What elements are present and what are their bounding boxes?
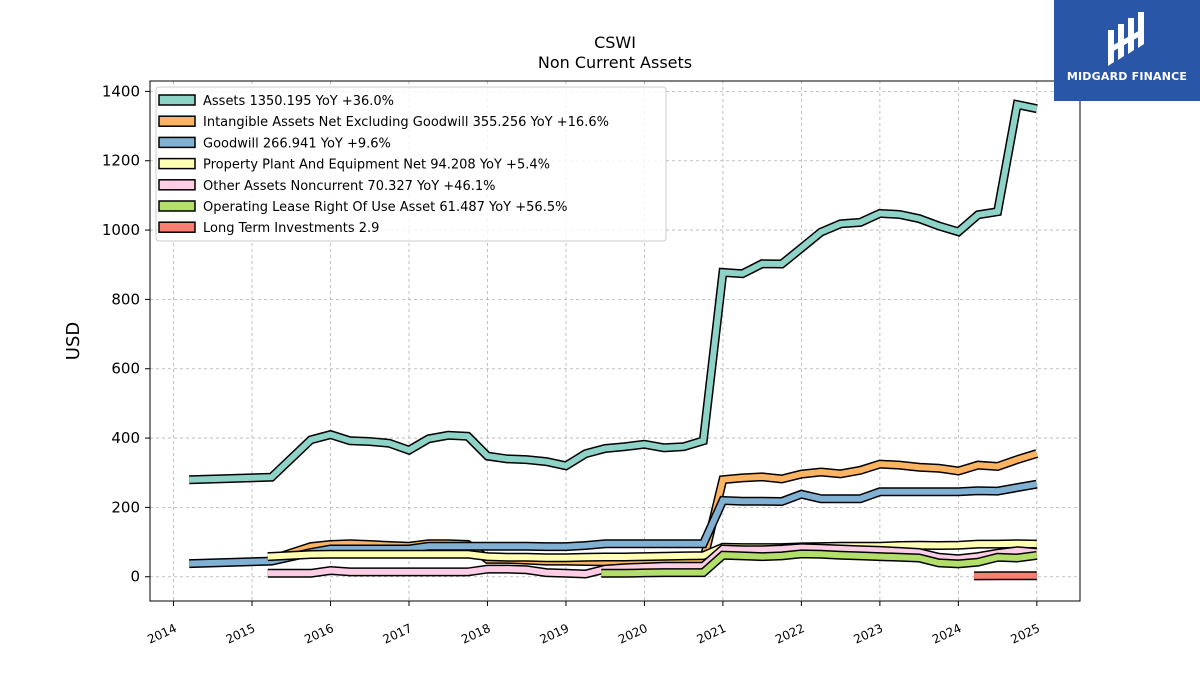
y-tick-label: 200 <box>111 498 140 516</box>
legend-swatch <box>158 115 196 127</box>
y-axis-label: USD <box>63 322 84 360</box>
grid <box>150 81 1080 601</box>
logo-text: MIDGARD FINANCE <box>1066 70 1188 83</box>
x-tick-label: 2025 <box>1009 621 1043 647</box>
legend: Assets 1350.195 YoY +36.0% Intangible Ass… <box>155 86 667 242</box>
x-tick-label: 2023 <box>852 621 886 647</box>
x-tick-label: 2017 <box>381 621 415 647</box>
series-line <box>189 481 1038 567</box>
x-tick-label: 2016 <box>302 621 336 647</box>
series-2 <box>189 479 1038 569</box>
legend-swatch <box>158 200 196 212</box>
legend-label: Other Assets Noncurrent 70.327 YoY +46.1… <box>203 179 495 194</box>
logo-mark-icon <box>1108 12 1144 66</box>
y-tick-label: 600 <box>111 360 140 378</box>
y-axis: 0 200 400 600 800 1000 1200 1400 <box>102 82 150 586</box>
x-axis: 2014 2015 2016 2017 2018 2019 2020 2021 2022 2023… <box>145 601 1042 647</box>
legend-swatch <box>158 94 196 106</box>
series-group <box>189 99 1039 581</box>
legend-swatch <box>158 136 196 149</box>
y-tick-label: 800 <box>111 290 140 308</box>
series-line <box>189 101 1038 483</box>
chart-title: CSWI <box>594 33 636 52</box>
plot-frame <box>149 80 1081 602</box>
y-tick-label: 400 <box>111 429 140 447</box>
series-0 <box>189 99 1038 485</box>
legend-label: Property Plant And Equipment Net 94.208 … <box>203 158 550 173</box>
x-tick-label: 2022 <box>773 621 807 647</box>
legend-box <box>155 86 667 242</box>
legend-swatch <box>158 179 196 191</box>
x-tick-label: 2018 <box>459 621 493 647</box>
x-tick-label: 2014 <box>145 621 179 647</box>
legend-label: Goodwill 266.941 YoY +9.6% <box>203 136 391 151</box>
y-tick-label: 1400 <box>102 82 140 100</box>
legend-label: Long Term Investments 2.9 <box>203 221 379 236</box>
series-line <box>267 544 1038 578</box>
legend-swatch <box>158 157 196 170</box>
legend-swatch <box>158 221 196 233</box>
series-5 <box>601 549 1038 578</box>
legend-label: Operating Lease Right Of Use Asset 61.48… <box>203 200 567 215</box>
y-tick-label: 0 <box>130 568 140 586</box>
series-line <box>267 540 1037 561</box>
legend-label: Intangible Assets Net Excluding Goodwill… <box>203 115 609 130</box>
series-3 <box>267 539 1037 563</box>
y-tick-label: 1000 <box>102 221 140 239</box>
x-tick-label: 2021 <box>695 621 729 647</box>
series-4 <box>267 543 1038 579</box>
x-tick-label: 2015 <box>224 621 258 647</box>
x-tick-label: 2020 <box>616 621 650 647</box>
x-tick-label: 2019 <box>538 621 572 647</box>
midgard-finance-logo: MIDGARD FINANCE <box>1054 0 1200 101</box>
y-tick-label: 1200 <box>102 152 140 170</box>
x-tick-label: 2024 <box>930 621 964 647</box>
series-line <box>601 550 1038 577</box>
legend-label: Assets 1350.195 YoY +36.0% <box>203 94 394 109</box>
chart-subtitle: Non Current Assets <box>538 53 692 72</box>
